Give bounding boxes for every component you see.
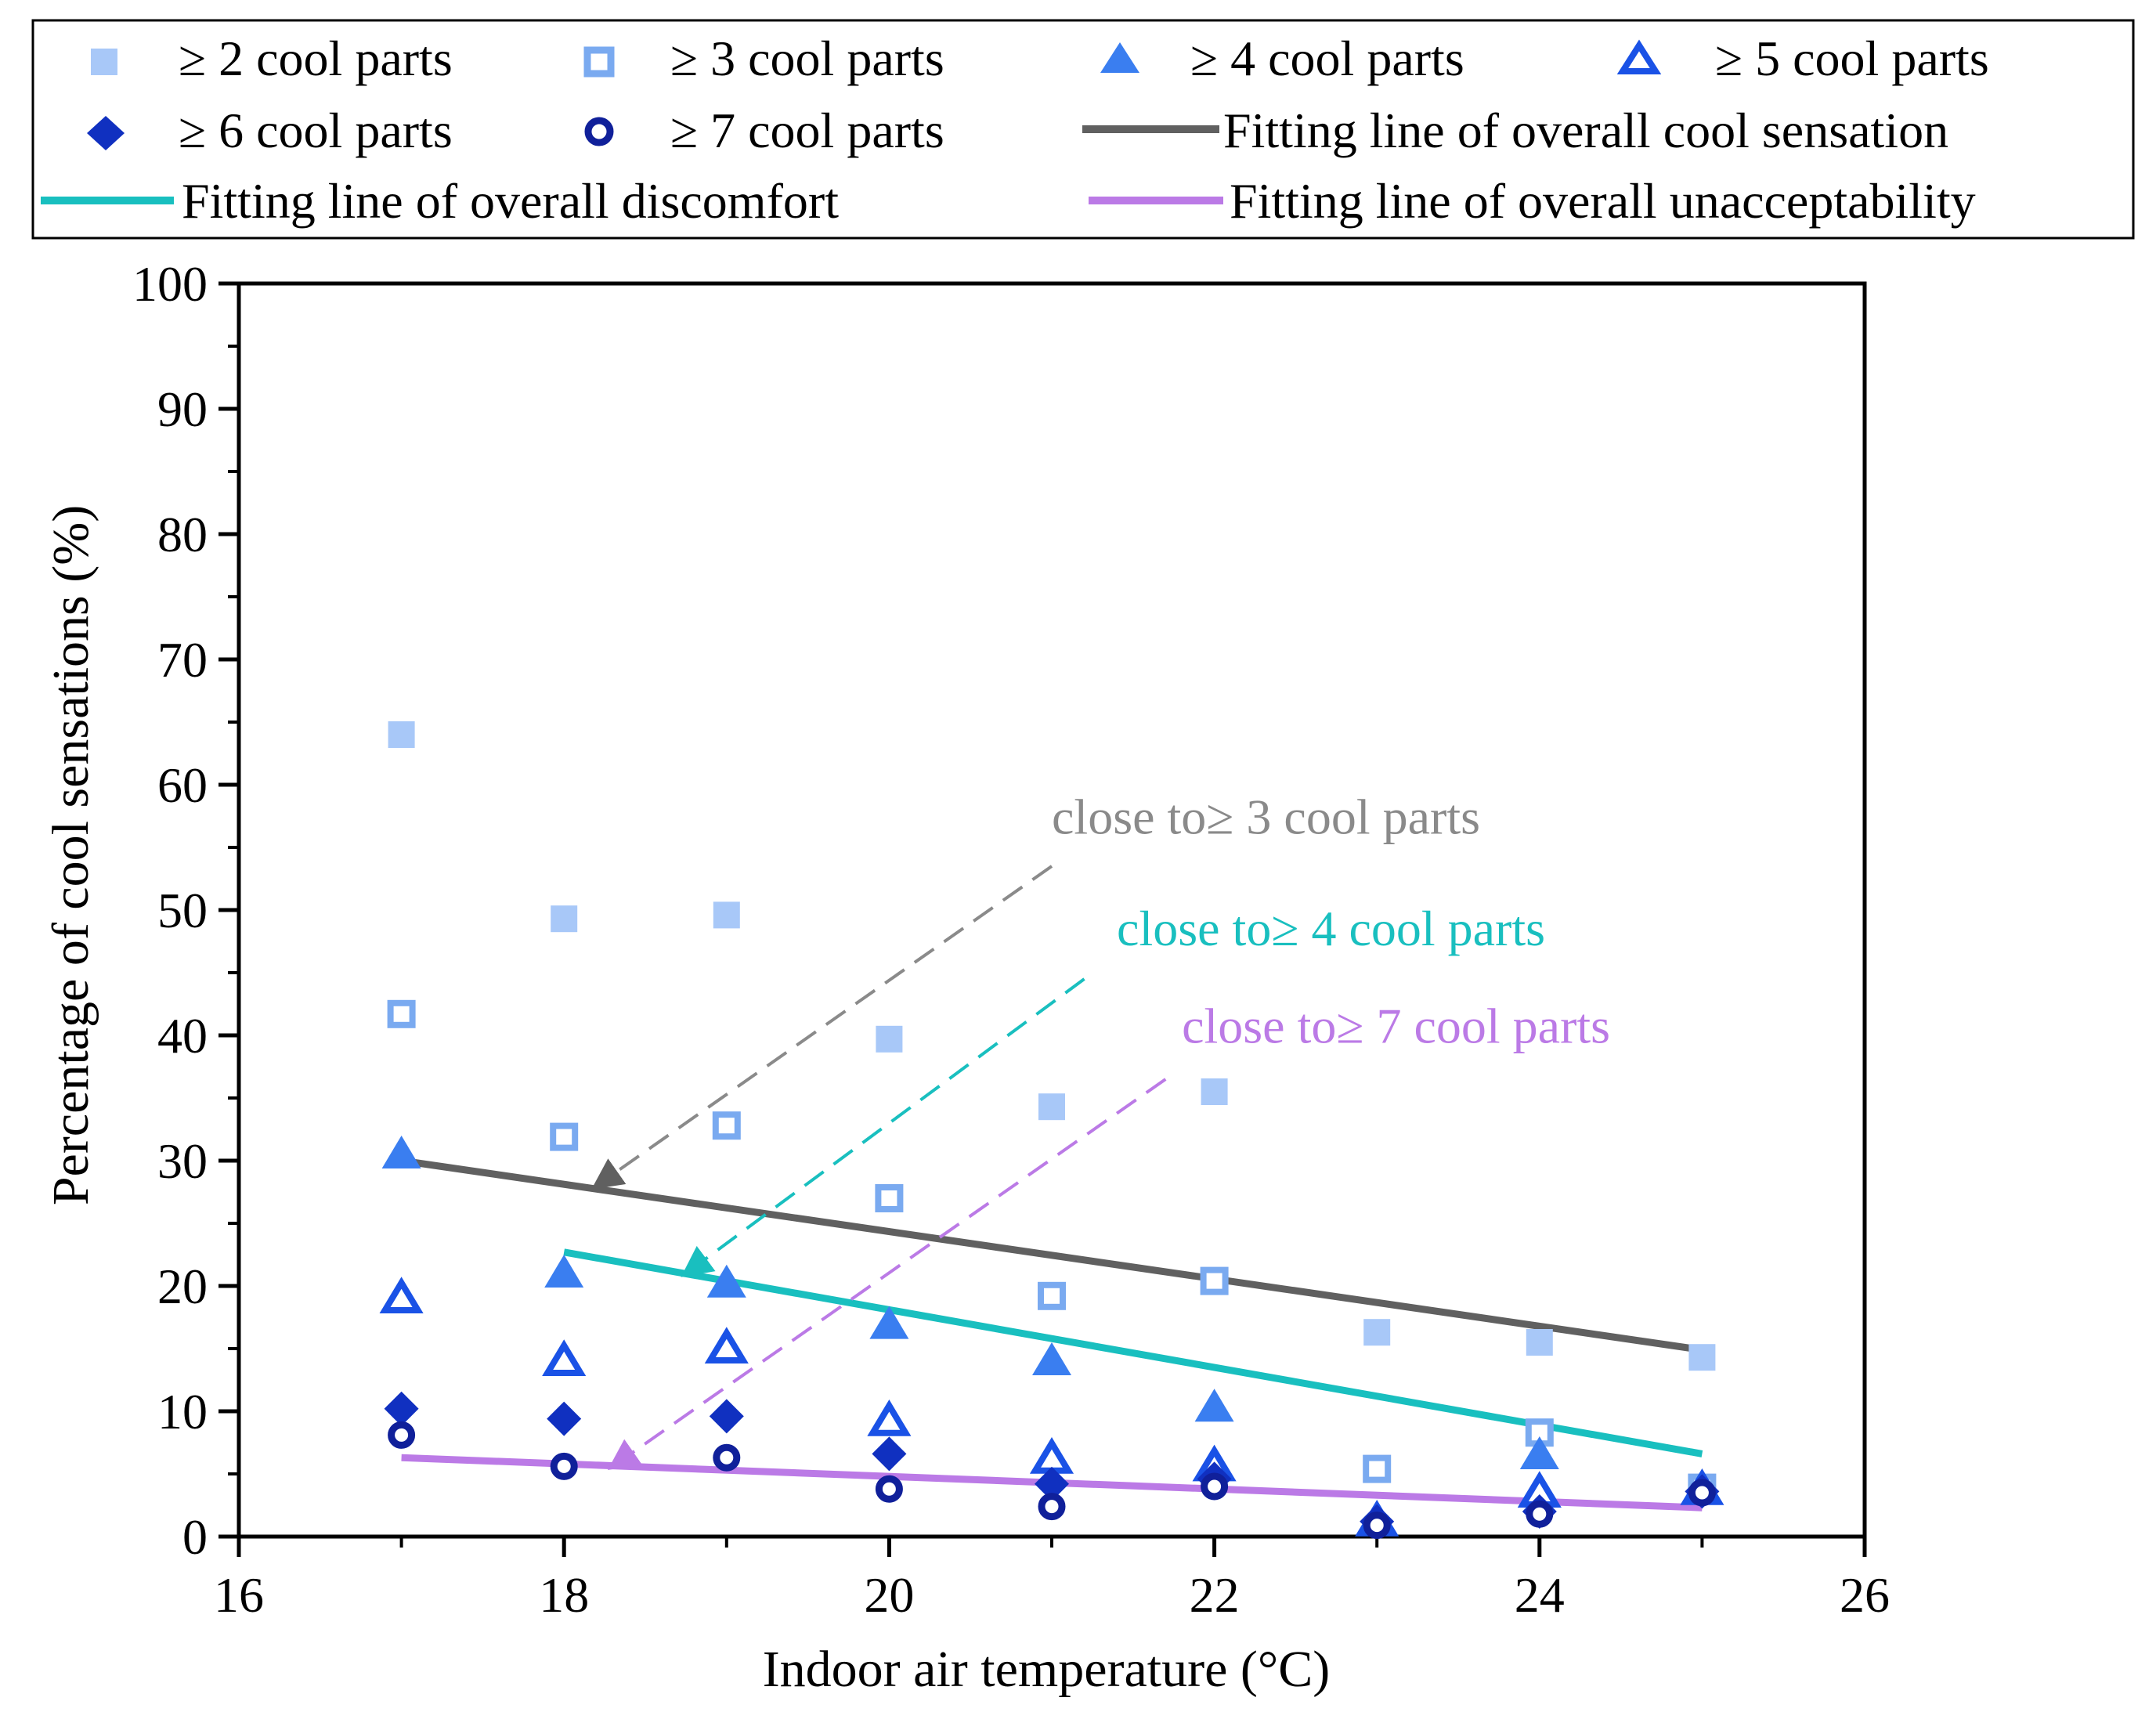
legend-item-s4: ≥ 4 cool parts bbox=[1100, 31, 1464, 86]
annotation-arrow-2 bbox=[607, 1078, 1167, 1470]
legend-marker-square-open bbox=[583, 46, 615, 78]
point-triangle-open-3-3 bbox=[867, 1400, 912, 1436]
x-tick-label: 20 bbox=[864, 1567, 914, 1623]
point-circle-open-5-5 bbox=[1201, 1472, 1229, 1501]
data-points bbox=[379, 721, 1724, 1540]
annotation-arrow-0 bbox=[591, 865, 1053, 1190]
axis-ticks: 0 10 20 30 40 50 60 70 80 90 100 16 18 20 22 24 26 bbox=[132, 256, 1890, 1623]
point-square-open-1-1 bbox=[550, 1122, 579, 1151]
point-square-open-1-3 bbox=[875, 1184, 904, 1212]
legend-label: ≥ 3 cool parts bbox=[670, 31, 944, 86]
point-circle-open-5-6 bbox=[1363, 1512, 1391, 1540]
point-circle-open-5-3 bbox=[875, 1475, 903, 1503]
legend-item-fit-cool: Fitting line of overall cool sensation bbox=[1082, 103, 1948, 158]
point-diamond-filled-4-0 bbox=[384, 1391, 419, 1426]
point-square-filled-0-6 bbox=[1363, 1319, 1391, 1346]
point-square-filled-0-7 bbox=[1526, 1329, 1553, 1356]
point-square-filled-0-0 bbox=[388, 721, 415, 748]
legend-item-s7: ≥ 7 cool parts bbox=[584, 103, 944, 158]
x-tick-label: 22 bbox=[1190, 1567, 1240, 1623]
legend-label: Fitting line of overall cool sensation bbox=[1223, 103, 1948, 158]
legend: ≥ 2 cool parts ≥ 3 cool parts ≥ 4 cool p… bbox=[31, 19, 2135, 240]
point-circle-open-5-0 bbox=[388, 1421, 416, 1449]
legend-label: ≥ 5 cool parts bbox=[1715, 31, 1989, 86]
fit-line-0 bbox=[400, 1157, 1703, 1354]
point-square-filled-0-8 bbox=[1688, 1344, 1716, 1371]
y-tick-label: 60 bbox=[157, 757, 208, 813]
legend-label: Fitting line of overall unacceptability bbox=[1230, 173, 1976, 229]
annotation-arrow-1 bbox=[681, 977, 1085, 1277]
point-triangle-filled-2-5 bbox=[1194, 1389, 1234, 1422]
legend-item-s5: ≥ 5 cool parts bbox=[1616, 31, 1989, 86]
point-square-open-1-5 bbox=[1200, 1266, 1229, 1295]
point-triangle-filled-2-2 bbox=[706, 1264, 746, 1298]
point-triangle-open-3-2 bbox=[704, 1327, 749, 1363]
x-tick-label: 24 bbox=[1515, 1567, 1565, 1623]
point-circle-open-5-1 bbox=[550, 1452, 578, 1480]
y-tick-label: 40 bbox=[157, 1008, 208, 1064]
legend-marker-square-filled bbox=[91, 49, 117, 75]
y-tick-label: 100 bbox=[132, 256, 208, 312]
y-tick-label: 50 bbox=[157, 883, 208, 938]
point-square-filled-0-3 bbox=[876, 1025, 903, 1053]
point-circle-open-5-2 bbox=[713, 1443, 741, 1472]
point-diamond-filled-4-2 bbox=[709, 1399, 744, 1434]
point-circle-open-5-4 bbox=[1038, 1493, 1066, 1521]
point-diamond-filled-4-3 bbox=[872, 1436, 907, 1472]
point-circle-open-5-8 bbox=[1688, 1479, 1716, 1507]
annotation-label-1: close to≥ 4 cool parts bbox=[1117, 901, 1545, 956]
point-square-open-1-4 bbox=[1038, 1281, 1066, 1310]
point-diamond-filled-4-4 bbox=[1035, 1466, 1069, 1501]
point-triangle-filled-2-0 bbox=[381, 1136, 421, 1168]
point-square-open-1-6 bbox=[1363, 1454, 1392, 1483]
y-tick-label: 30 bbox=[157, 1133, 208, 1189]
y-axis-title: Percentage of cool sensations (%) bbox=[42, 505, 99, 1205]
y-tick-label: 70 bbox=[157, 632, 208, 688]
legend-marker-circle-open bbox=[584, 117, 614, 146]
point-square-open-1-0 bbox=[387, 999, 416, 1028]
point-triangle-open-3-4 bbox=[1029, 1437, 1074, 1474]
point-square-open-1-2 bbox=[712, 1111, 741, 1140]
x-tick-label: 18 bbox=[539, 1567, 589, 1623]
annotations: close to≥ 3 cool parts close to≥ 4 cool p… bbox=[591, 789, 1610, 1470]
point-triangle-filled-2-7 bbox=[1519, 1436, 1559, 1469]
point-triangle-open-3-0 bbox=[379, 1277, 424, 1313]
point-circle-open-5-7 bbox=[1526, 1500, 1554, 1528]
legend-item-fit-discomfort: Fitting line of overall discomfort bbox=[41, 173, 839, 229]
point-square-filled-0-1 bbox=[551, 905, 578, 933]
x-tick-label: 26 bbox=[1840, 1567, 1890, 1623]
y-tick-label: 20 bbox=[157, 1259, 208, 1314]
legend-label: ≥ 7 cool parts bbox=[670, 103, 944, 158]
legend-label: ≥ 4 cool parts bbox=[1190, 31, 1464, 86]
y-tick-label: 90 bbox=[157, 381, 208, 437]
annotation-label-0: close to≥ 3 cool parts bbox=[1052, 789, 1480, 844]
point-triangle-filled-2-3 bbox=[869, 1306, 909, 1339]
legend-marker-diamond-filled bbox=[87, 116, 125, 150]
annotation-label-2: close to≥ 7 cool parts bbox=[1182, 999, 1610, 1054]
legend-label: ≥ 6 cool parts bbox=[179, 103, 453, 158]
legend-item-s3: ≥ 3 cool parts bbox=[583, 31, 944, 86]
x-tick-label: 16 bbox=[214, 1567, 264, 1623]
legend-item-s6: ≥ 6 cool parts bbox=[87, 103, 453, 158]
legend-label: ≥ 2 cool parts bbox=[179, 31, 453, 86]
point-square-filled-0-4 bbox=[1038, 1093, 1065, 1121]
legend-item-fit-unacc: Fitting line of overall unacceptability bbox=[1089, 173, 1976, 229]
legend-marker-triangle-filled bbox=[1100, 42, 1139, 73]
y-tick-label: 10 bbox=[157, 1384, 208, 1439]
point-triangle-filled-2-4 bbox=[1032, 1342, 1071, 1375]
y-tick-label: 80 bbox=[157, 507, 208, 562]
legend-label: Fitting line of overall discomfort bbox=[182, 173, 839, 229]
fit-line-1 bbox=[563, 1248, 1703, 1457]
point-triangle-open-3-1 bbox=[542, 1339, 587, 1376]
point-diamond-filled-4-1 bbox=[547, 1401, 582, 1436]
point-square-filled-0-2 bbox=[713, 901, 740, 929]
point-square-filled-0-5 bbox=[1201, 1078, 1228, 1105]
y-tick-label: 0 bbox=[182, 1509, 208, 1565]
legend-item-s2: ≥ 2 cool parts bbox=[91, 31, 453, 86]
point-triangle-filled-2-1 bbox=[544, 1255, 584, 1288]
x-axis-title: Indoor air temperature (°C) bbox=[763, 1641, 1331, 1698]
legend-marker-triangle-open bbox=[1616, 39, 1662, 74]
